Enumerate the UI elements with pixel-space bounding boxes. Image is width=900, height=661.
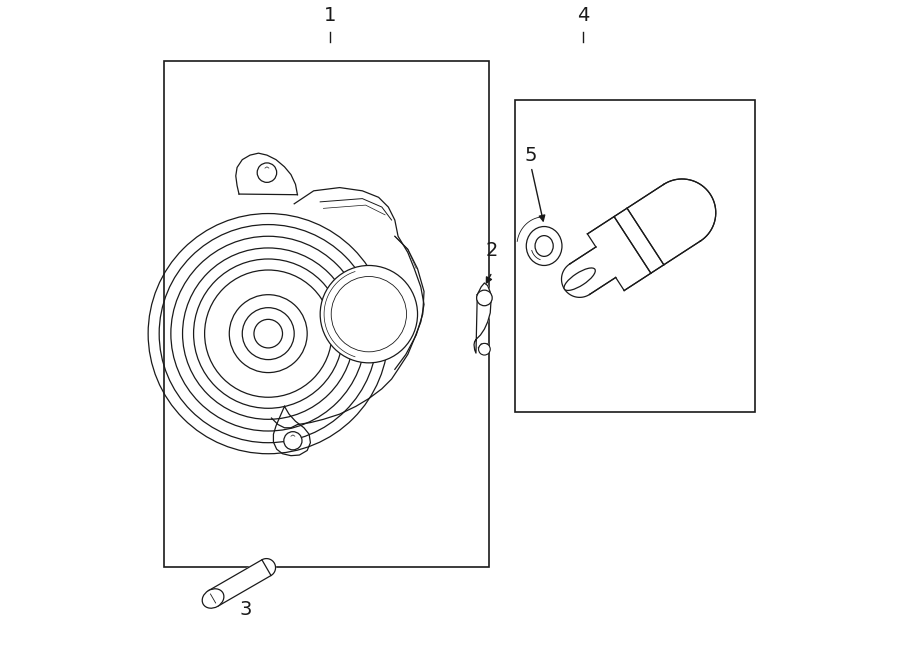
Text: 1: 1 — [324, 7, 336, 25]
Circle shape — [320, 266, 418, 363]
Text: 3: 3 — [239, 600, 252, 619]
Ellipse shape — [526, 227, 562, 266]
Polygon shape — [570, 247, 616, 294]
Ellipse shape — [202, 589, 224, 608]
Polygon shape — [262, 559, 275, 576]
Polygon shape — [209, 560, 271, 606]
Text: 5: 5 — [525, 146, 537, 165]
Bar — [165, 61, 489, 567]
Circle shape — [477, 290, 492, 306]
Polygon shape — [479, 344, 489, 353]
Text: 4: 4 — [577, 7, 590, 25]
Ellipse shape — [535, 235, 554, 256]
Polygon shape — [663, 179, 716, 241]
Circle shape — [284, 432, 302, 450]
Bar — [515, 100, 755, 412]
Circle shape — [257, 163, 276, 182]
Ellipse shape — [564, 268, 595, 290]
Circle shape — [479, 343, 490, 355]
Text: 2: 2 — [486, 241, 499, 260]
Polygon shape — [588, 179, 716, 291]
Polygon shape — [474, 283, 490, 353]
